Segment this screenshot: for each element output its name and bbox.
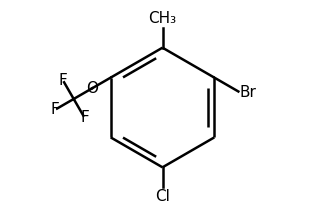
Text: Cl: Cl	[155, 189, 170, 204]
Text: O: O	[86, 81, 98, 96]
Text: F: F	[51, 102, 59, 117]
Text: F: F	[80, 110, 89, 125]
Text: F: F	[58, 73, 67, 88]
Text: Br: Br	[239, 84, 256, 100]
Text: CH₃: CH₃	[149, 11, 176, 26]
